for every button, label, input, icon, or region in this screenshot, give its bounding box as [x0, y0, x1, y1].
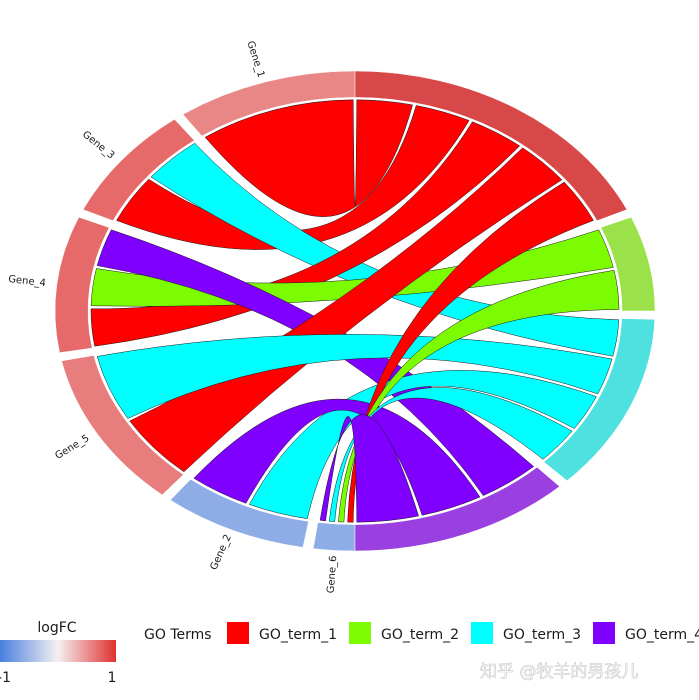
- gene-arc-gene-4: [54, 216, 110, 353]
- watermark: 知乎 @牧羊的男孩儿: [480, 662, 638, 682]
- legend-swatch-go-term-2: [349, 622, 371, 644]
- logfc-legend-title: logFC: [37, 620, 76, 636]
- logfc-colorbar: [0, 640, 116, 662]
- term-arc-go-term-2: [600, 216, 656, 312]
- legend-swatch-go-term-1: [227, 622, 249, 644]
- ribbon-gene-1-go-term-1: [204, 99, 413, 217]
- legend-label-go-term-4: GO_term_4: [625, 627, 699, 643]
- go-terms-legend-title: GO Terms: [144, 627, 212, 643]
- go-terms-legend: GO Terms GO_term_1 GO_term_2 GO_term_3 GO_t…: [144, 622, 699, 644]
- gene-label-gene-3: Gene_3: [80, 129, 116, 161]
- term-arc-go-term-1: [354, 70, 628, 222]
- ribbon-gene-6-go-term-2: [338, 270, 620, 523]
- ribbon-gene-6-go-term-1: [347, 181, 594, 523]
- ribbon-gene-6-go-term-4: [319, 414, 419, 523]
- logfc-min-label: -1: [0, 670, 11, 686]
- legend-label-go-term-3: GO_term_3: [503, 627, 581, 643]
- ribbon-gene-4-go-term-4: [96, 229, 535, 496]
- legend-label-go-term-1: GO_term_1: [259, 627, 337, 643]
- legend-swatch-go-term-3: [471, 622, 493, 644]
- ribbon-gene-5-go-term-3: [96, 334, 613, 419]
- term-arc-go-term-4: [354, 466, 560, 552]
- ribbon-gene-6-go-term-3: [328, 387, 573, 522]
- legend-swatch-go-term-4: [593, 622, 615, 644]
- term-arcs: [354, 70, 656, 552]
- gene-label-gene-5: Gene_5: [53, 433, 91, 462]
- gene-arc-gene-3: [82, 118, 195, 222]
- gene-arcs: [54, 70, 356, 552]
- gene-arc-gene-2: [169, 478, 309, 548]
- gene-arc-gene-6: [312, 522, 356, 552]
- chord-ribbons: [90, 99, 620, 523]
- legend-label-go-term-2: GO_term_2: [381, 627, 459, 643]
- gene-arc-gene-5: [61, 355, 184, 496]
- logfc-max-label: 1: [108, 670, 117, 686]
- gene-label-gene-1: Gene_1: [244, 40, 266, 79]
- gene-label-gene-6: Gene_6: [326, 555, 340, 593]
- term-arc-go-term-3: [543, 318, 656, 482]
- gene-label-gene-4: Gene_4: [8, 274, 47, 289]
- gene-label-gene-2: Gene_2: [209, 533, 234, 572]
- logfc-legend: logFC -1 1: [0, 620, 116, 686]
